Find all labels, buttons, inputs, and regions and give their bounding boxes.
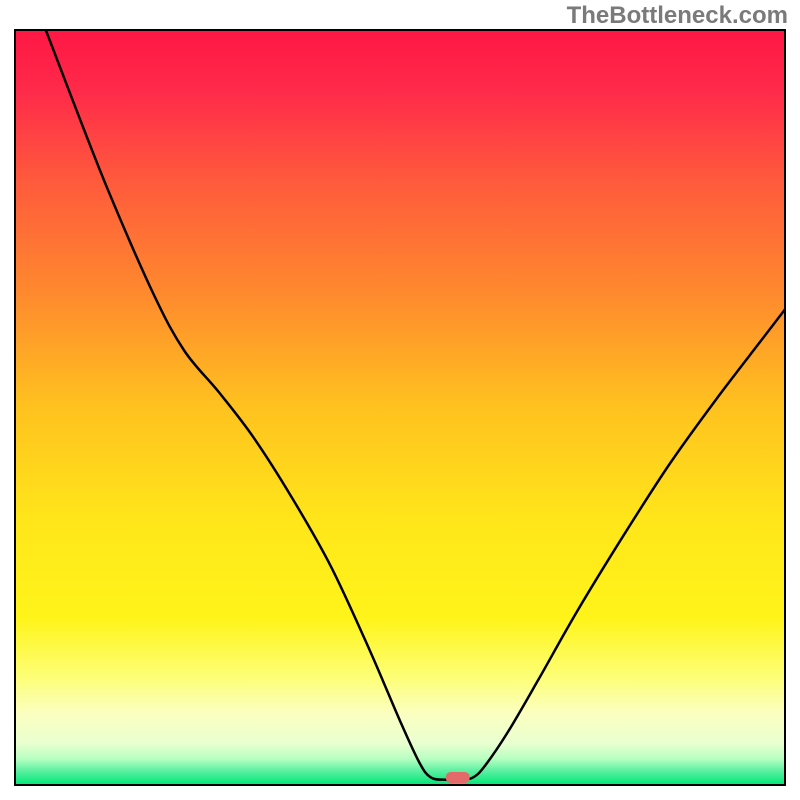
bottleneck-chart: TheBottleneck.com (0, 0, 800, 800)
chart-svg (0, 0, 800, 800)
plot-area (15, 30, 785, 785)
chart-background (15, 30, 785, 785)
attribution-text: TheBottleneck.com (567, 2, 788, 30)
optimal-marker (446, 772, 470, 783)
